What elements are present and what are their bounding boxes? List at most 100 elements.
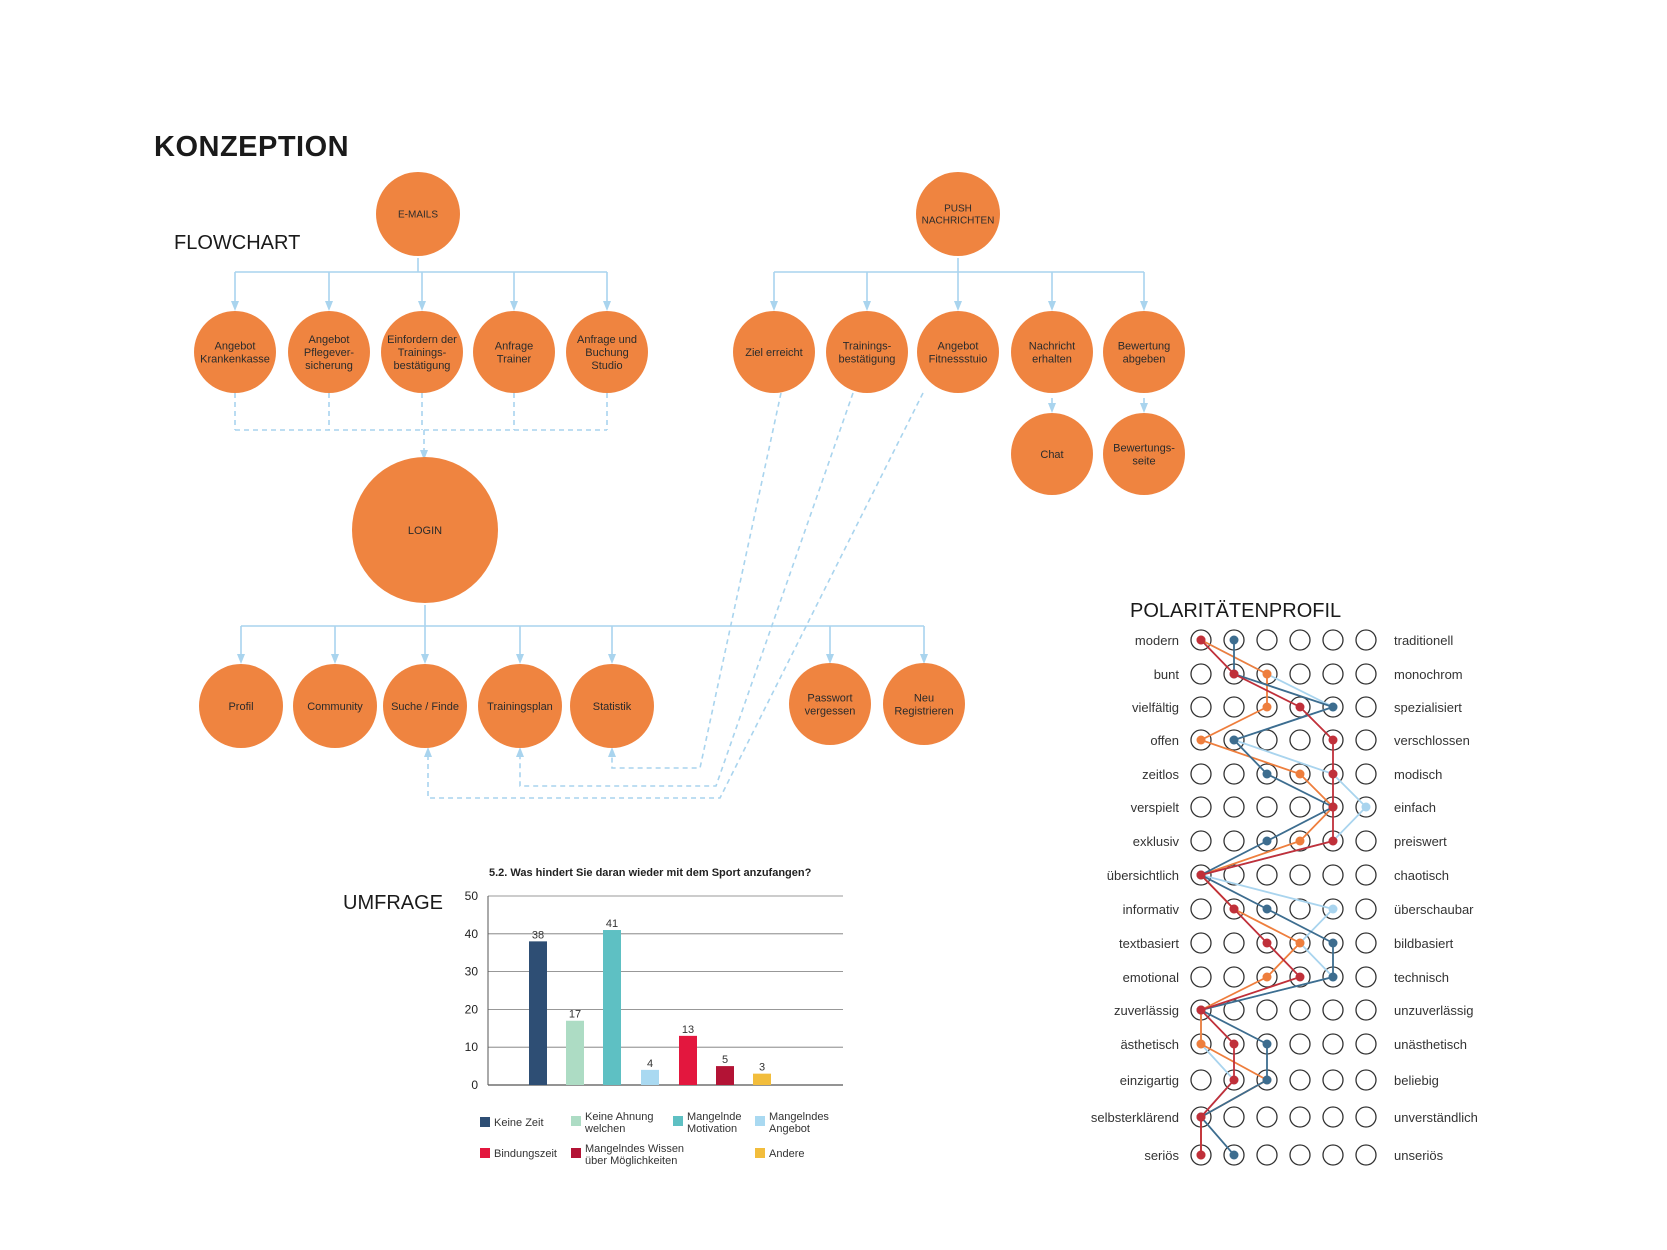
scale-option[interactable] — [1256, 1144, 1278, 1166]
scale-option[interactable] — [1223, 898, 1245, 920]
bar-mangelndes-wissen-ueber-moeglichkeiten[interactable] — [716, 1066, 734, 1085]
scale-option[interactable] — [1289, 729, 1311, 751]
login-node[interactable]: LOGIN — [352, 457, 498, 603]
statistics-node[interactable]: Statistik — [570, 664, 654, 748]
scale-option[interactable] — [1289, 629, 1311, 651]
scale-option[interactable] — [1256, 763, 1278, 785]
scale-option[interactable] — [1322, 999, 1344, 1021]
scale-option[interactable] — [1289, 864, 1311, 886]
bar-keine-ahnung-welchen[interactable] — [566, 1020, 584, 1085]
scale-option[interactable] — [1256, 796, 1278, 818]
scale-option[interactable] — [1256, 932, 1278, 954]
scale-option[interactable] — [1190, 864, 1212, 886]
community-node[interactable]: Community — [293, 664, 377, 748]
scale-option[interactable] — [1355, 1069, 1377, 1091]
scale-option[interactable] — [1190, 629, 1212, 651]
bar-keine-zeit[interactable] — [529, 941, 547, 1085]
scale-option[interactable] — [1256, 864, 1278, 886]
scale-option[interactable] — [1256, 1106, 1278, 1128]
rating-page-node[interactable]: Bewertungs-seite — [1103, 413, 1185, 495]
chat-node[interactable]: Chat — [1011, 413, 1093, 495]
scale-option[interactable] — [1223, 763, 1245, 785]
scale-option[interactable] — [1223, 696, 1245, 718]
scale-option[interactable] — [1223, 796, 1245, 818]
scale-option[interactable] — [1289, 1069, 1311, 1091]
scale-option[interactable] — [1289, 830, 1311, 852]
scale-option[interactable] — [1190, 830, 1212, 852]
scale-option[interactable] — [1190, 796, 1212, 818]
scale-option[interactable] — [1289, 1144, 1311, 1166]
scale-option[interactable] — [1190, 729, 1212, 751]
scale-option[interactable] — [1322, 696, 1344, 718]
scale-option[interactable] — [1322, 898, 1344, 920]
scale-option[interactable] — [1223, 864, 1245, 886]
scale-option[interactable] — [1190, 898, 1212, 920]
scale-option[interactable] — [1355, 932, 1377, 954]
scale-option[interactable] — [1190, 663, 1212, 685]
scale-option[interactable] — [1355, 1106, 1377, 1128]
scale-option[interactable] — [1355, 763, 1377, 785]
scale-option[interactable] — [1322, 629, 1344, 651]
bar-bindungszeit[interactable] — [679, 1035, 697, 1085]
scale-option[interactable] — [1355, 696, 1377, 718]
search-node[interactable]: Suche / Finde — [383, 664, 467, 748]
scale-option[interactable] — [1223, 1144, 1245, 1166]
scale-option[interactable] — [1190, 696, 1212, 718]
scale-option[interactable] — [1223, 729, 1245, 751]
scale-option[interactable] — [1256, 898, 1278, 920]
scale-option[interactable] — [1289, 696, 1311, 718]
scale-option[interactable] — [1355, 864, 1377, 886]
training-confirmation-node[interactable]: Trainings-bestätigung — [826, 311, 908, 393]
scale-option[interactable] — [1355, 898, 1377, 920]
scale-option[interactable] — [1289, 999, 1311, 1021]
scale-option[interactable] — [1289, 796, 1311, 818]
scale-option[interactable] — [1289, 898, 1311, 920]
scale-option[interactable] — [1223, 999, 1245, 1021]
goal-reached-node[interactable]: Ziel erreicht — [733, 311, 815, 393]
scale-option[interactable] — [1355, 966, 1377, 988]
scale-option[interactable] — [1322, 864, 1344, 886]
scale-option[interactable] — [1355, 999, 1377, 1021]
scale-option[interactable] — [1289, 1106, 1311, 1128]
scale-option[interactable] — [1256, 830, 1278, 852]
scale-option[interactable] — [1355, 1144, 1377, 1166]
scale-option[interactable] — [1322, 1106, 1344, 1128]
bar-mangelnde-motivation[interactable] — [603, 930, 621, 1085]
scale-option[interactable] — [1256, 999, 1278, 1021]
scale-option[interactable] — [1223, 966, 1245, 988]
scale-option[interactable] — [1355, 830, 1377, 852]
scale-option[interactable] — [1256, 629, 1278, 651]
profile-node[interactable]: Profil — [199, 664, 283, 748]
scale-option[interactable] — [1223, 1106, 1245, 1128]
scale-option[interactable] — [1322, 1144, 1344, 1166]
scale-option[interactable] — [1322, 663, 1344, 685]
scale-option[interactable] — [1289, 966, 1311, 988]
scale-option[interactable] — [1355, 663, 1377, 685]
scale-option[interactable] — [1322, 1069, 1344, 1091]
scale-option[interactable] — [1289, 932, 1311, 954]
scale-option[interactable] — [1355, 629, 1377, 651]
scale-option[interactable] — [1190, 966, 1212, 988]
scale-option[interactable] — [1256, 966, 1278, 988]
scale-option[interactable] — [1355, 796, 1377, 818]
scale-option[interactable] — [1289, 663, 1311, 685]
scale-option[interactable] — [1355, 729, 1377, 751]
training-plan-node[interactable]: Trainingsplan — [478, 664, 562, 748]
scale-option[interactable] — [1289, 763, 1311, 785]
scale-option[interactable] — [1223, 830, 1245, 852]
scale-option[interactable] — [1190, 932, 1212, 954]
email-root-node[interactable]: E-MAILS — [376, 172, 460, 256]
scale-option[interactable] — [1322, 1033, 1344, 1055]
scale-option[interactable] — [1223, 932, 1245, 954]
